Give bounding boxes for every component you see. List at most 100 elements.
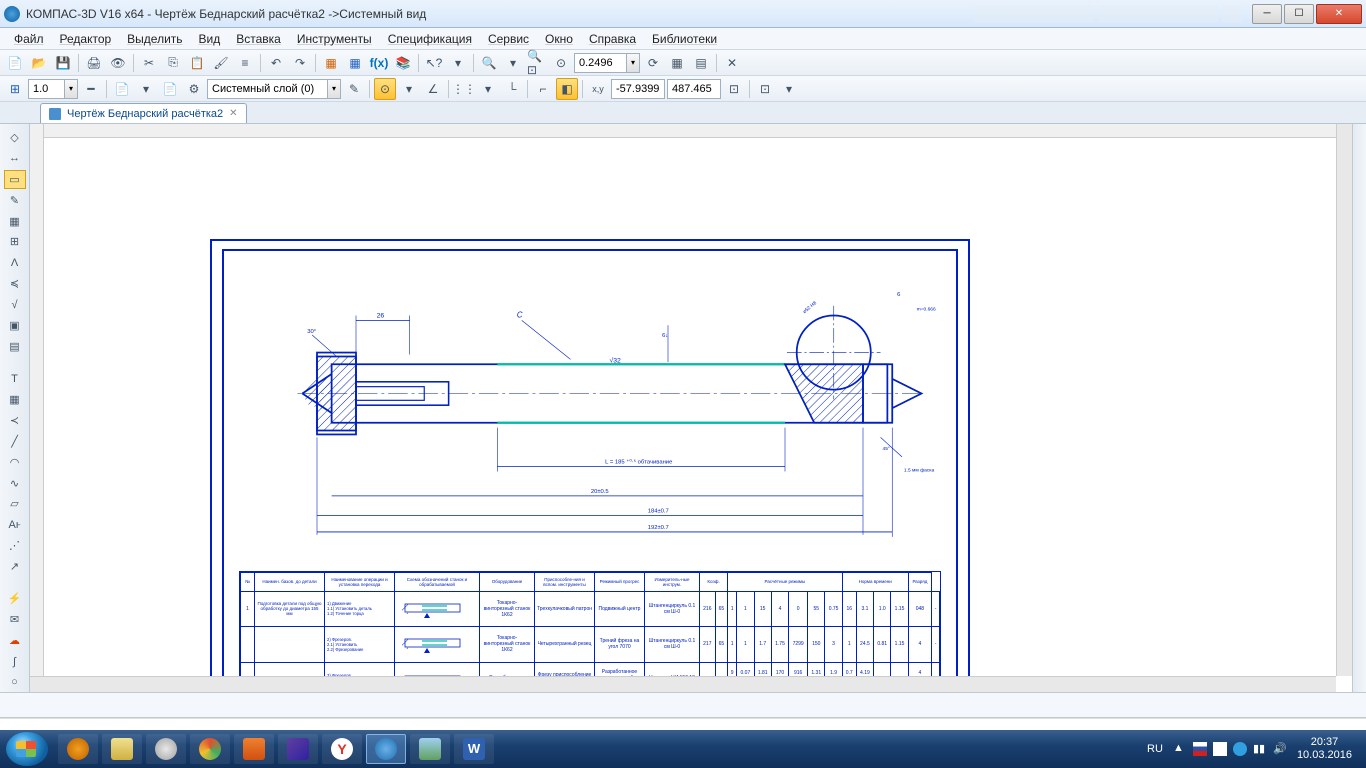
view-mode-1-button[interactable]: ▦ (666, 52, 688, 74)
tool-wave[interactable]: ∿ (4, 474, 26, 493)
tool-text[interactable]: ≼ (4, 274, 26, 293)
vertical-scrollbar[interactable] (1336, 124, 1352, 676)
manager-button[interactable]: ▦ (320, 52, 342, 74)
tray-up-icon[interactable]: ▲ (1173, 742, 1187, 756)
task-icon-photos[interactable] (410, 734, 450, 764)
tool-cloud[interactable]: ☁ (4, 631, 26, 650)
doc-new[interactable]: 📄 (159, 78, 181, 100)
task-icon-word[interactable]: W (454, 734, 494, 764)
library-button[interactable]: 📚 (392, 52, 414, 74)
zoom-in-button[interactable]: 🔍 (478, 52, 500, 74)
snap-end-dd[interactable]: ▾ (778, 78, 800, 100)
task-icon-1[interactable] (58, 734, 98, 764)
save-button[interactable]: 💾 (52, 52, 74, 74)
snap-end-button[interactable]: ⊡ (754, 78, 776, 100)
tool-hatch[interactable]: ▦ (4, 212, 26, 231)
menu-select[interactable]: Выделить (119, 30, 190, 48)
tray-network-icon[interactable]: ▮▮ (1253, 742, 1267, 756)
view-mode-2-button[interactable]: ▤ (690, 52, 712, 74)
ortho-button[interactable]: ⌐ (532, 78, 554, 100)
coord-lock-button[interactable]: ⊡ (723, 78, 745, 100)
tool-param[interactable]: ⊞ (4, 232, 26, 251)
tool-roughness[interactable]: √ (4, 295, 26, 314)
format-painter-button[interactable]: 🖌 (210, 52, 232, 74)
menu-libs[interactable]: Библиотеки (644, 30, 725, 48)
ortho-angle-button[interactable]: ∠ (422, 78, 444, 100)
vars-button[interactable]: ▦ (344, 52, 366, 74)
task-icon-6[interactable] (278, 734, 318, 764)
grid-button[interactable]: ⋮⋮ (453, 78, 475, 100)
drawing-canvas[interactable]: 26 30° С 6↓ √32 (30, 124, 1352, 692)
paste-button[interactable]: 📋 (186, 52, 208, 74)
properties-button[interactable]: ≡ (234, 52, 256, 74)
right-panel-collapsed[interactable] (1352, 124, 1366, 692)
new-button[interactable]: 📄 (4, 52, 26, 74)
document-tab[interactable]: Чертёж Беднарский расчётка2 ✕ (40, 103, 247, 123)
tool-auto[interactable]: Aⱶ (4, 515, 26, 534)
linestyle-button[interactable]: ━ (80, 78, 102, 100)
refresh-button[interactable]: ⟳ (642, 52, 664, 74)
arrow-dd-button[interactable]: ▾ (447, 52, 469, 74)
snap-dd[interactable]: ▾ (398, 78, 420, 100)
task-icon-chrome[interactable] (190, 734, 230, 764)
tool-circle[interactable]: ○ (4, 673, 26, 692)
tool-measure[interactable]: Λ (4, 253, 26, 272)
layer-combo[interactable]: ▾ (207, 79, 341, 99)
snap-toggle-button[interactable]: ⊙ (374, 78, 396, 100)
tool-table[interactable]: ▦ (4, 390, 26, 409)
task-icon-yandex[interactable]: Y (322, 734, 362, 764)
print-button[interactable]: 🖨 (83, 52, 105, 74)
menu-window[interactable]: Окно (537, 30, 581, 48)
start-button[interactable] (6, 732, 48, 766)
task-icon-explorer[interactable] (102, 734, 142, 764)
tray-lang[interactable]: RU (1147, 743, 1163, 755)
menu-file[interactable]: Файл (6, 30, 52, 48)
coord-x-input[interactable] (611, 79, 665, 99)
zoom-combo[interactable]: ▾ (574, 53, 640, 73)
tool-lightning[interactable]: ⚡ (4, 589, 26, 608)
menu-insert[interactable]: Вставка (228, 30, 289, 48)
copy-button[interactable]: ⎘ (162, 52, 184, 74)
tray-flag-icon[interactable] (1193, 742, 1207, 756)
grid-dd[interactable]: ▾ (477, 78, 499, 100)
tool-break[interactable]: ≺ (4, 411, 26, 430)
undo-button[interactable]: ↶ (265, 52, 287, 74)
menu-help[interactable]: Справка (581, 30, 644, 48)
tool-insert[interactable]: ▣ (4, 316, 26, 335)
tool-spec[interactable]: ▤ (4, 337, 26, 356)
close-toolbar-button[interactable]: ✕ (721, 52, 743, 74)
snap-grid-button[interactable]: ⊞ (4, 78, 26, 100)
doc-dd[interactable]: ▾ (135, 78, 157, 100)
cursor-button[interactable]: ↖? (423, 52, 445, 74)
tool-letter[interactable]: ✉ (4, 610, 26, 629)
horizontal-scrollbar[interactable] (30, 676, 1336, 692)
tool-arrow[interactable]: ↗ (4, 557, 26, 576)
close-button[interactable]: ✕ (1316, 4, 1362, 24)
open-button[interactable]: 📂 (28, 52, 50, 74)
menu-service[interactable]: Сервис (480, 30, 537, 48)
tool-dim[interactable]: ↔ (4, 149, 26, 168)
tray-volume-icon[interactable]: 🔊 (1273, 742, 1287, 756)
tool-geom[interactable]: ◇ (4, 128, 26, 147)
tray-skype-icon[interactable] (1233, 742, 1247, 756)
menu-tools[interactable]: Инструменты (289, 30, 380, 48)
tool-pattern[interactable]: ⋰ (4, 536, 26, 555)
lcs-button[interactable]: └ (501, 78, 523, 100)
lineweight-combo[interactable]: ▾ (28, 79, 78, 99)
task-icon-kompas[interactable] (366, 734, 406, 764)
menu-spec[interactable]: Спецификация (380, 30, 480, 48)
task-icon-3[interactable] (146, 734, 186, 764)
zoom-fit-button[interactable]: 🔍⊡ (526, 52, 548, 74)
preview-button[interactable]: 👁 (107, 52, 129, 74)
tool-text-T[interactable]: T (4, 369, 26, 388)
doc-tab-close[interactable]: ✕ (229, 108, 237, 119)
doc-settings[interactable]: ⚙ (183, 78, 205, 100)
zoom-dd-button[interactable]: ▾ (502, 52, 524, 74)
fx-button[interactable]: f(x) (368, 52, 390, 74)
zoom-input[interactable] (574, 53, 626, 73)
tool-line[interactable]: ╱ (4, 432, 26, 451)
tray-action-icon[interactable] (1213, 742, 1227, 756)
layer-input[interactable] (207, 79, 327, 99)
zoom-prev-button[interactable]: ⊙ (550, 52, 572, 74)
lineweight-input[interactable] (28, 79, 64, 99)
